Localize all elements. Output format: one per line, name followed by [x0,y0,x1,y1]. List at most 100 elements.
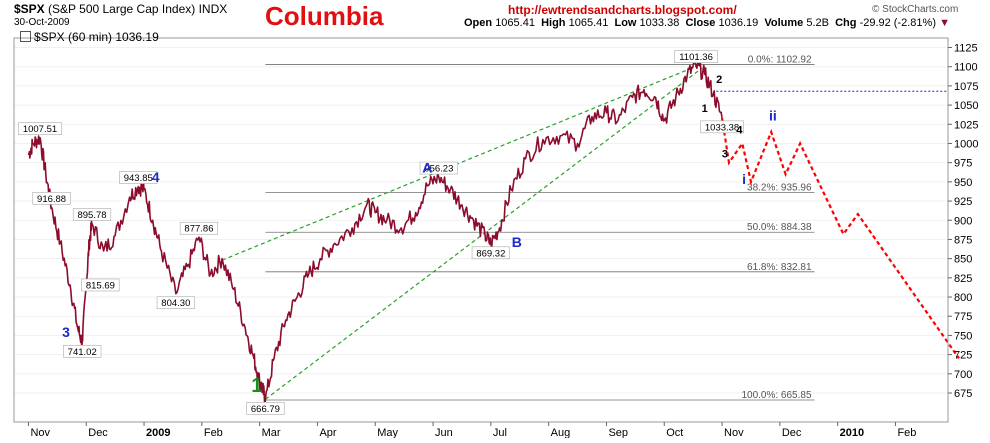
y-tick-label: 700 [954,369,972,381]
x-tick-label: Dec [782,427,802,438]
wave-label: 1 [702,103,708,115]
open-label: Open [464,17,493,29]
price-label: 895.78 [77,210,106,221]
forecast-path [720,117,960,360]
exchange: INDX [198,2,228,16]
label-layer: 1007.51 916.88 895.78 815.69 741.02 943.85 877… [18,50,777,415]
x-tick-label: Nov [30,427,50,438]
chg-down-icon: ▼ [939,17,950,29]
x-tick-label: Mar [262,427,281,438]
x-tick-label: 2010 [840,427,864,438]
price-label: 1101.36 [679,52,713,63]
ohlc-line: Open 1065.41 High 1065.41 Low 1033.38 Cl… [464,17,950,29]
y-tick-label: 900 [954,215,972,227]
price-label-box [119,171,158,184]
y-tick-label: 975 [954,158,972,170]
price-label: 943.85 [124,173,153,184]
blog-url[interactable]: http://ewtrendsandcharts.blogspot.com/ [508,3,737,17]
wave-label: 3 [722,148,728,160]
x-tick-label: Sep [608,427,628,438]
price-label-box [419,161,458,175]
price-label: 804.30 [161,298,190,309]
price-label-box [674,50,718,63]
fibonacci-layer: 0.0%: 1102.92 38.2%: 935.96 50.0%: 884.38 6… [265,54,948,401]
price-label-box [700,120,744,134]
y-tick-label: 1050 [954,100,978,112]
y-tick-label: 875 [954,234,972,246]
legend-icon [20,31,31,42]
x-tick-label: May [377,427,398,438]
chart-date: 30-Oct-2009 [14,17,70,28]
fib-level-label: 50.0%: 884.38 [747,222,812,233]
y-tick-label: 1125 [954,43,978,55]
high-label: High [541,17,566,29]
axis-layer: 675 700 725 750 775 800 825 850 875 900 925 950 975 1… [13,37,978,439]
x-tick-label: Nov [724,427,744,438]
price-label: 1007.51 [23,124,57,135]
price-label: 877.86 [184,224,213,235]
low-value: 1033.38 [639,17,680,29]
wave-label: 4 [736,124,743,136]
chart-title: Columbia [265,1,384,31]
price-label-box [81,278,120,292]
y-tick-label: 850 [954,254,972,266]
price-label-box [32,191,71,205]
trendline-layer [221,64,703,400]
ticker-symbol: $SPX [14,2,45,16]
wave-label: 2 [716,74,722,86]
y-tick-label: 1025 [954,119,978,131]
x-tick-label: 2009 [146,427,170,438]
stockcharts-brand[interactable]: © StockCharts.com [872,4,959,15]
wave-label: i [742,171,746,187]
plot-frame [13,37,949,423]
legend-text: $SPX (60 min) 1036.19 [34,30,159,44]
x-tick-label: Dec [88,427,108,438]
price-label-box [179,221,219,235]
y-tick-label: 750 [954,330,972,342]
price-label-box [246,402,285,415]
price-label: 869.32 [476,248,505,259]
chg-label: Chg [835,17,857,29]
fib-level-label: 61.8%: 832.81 [747,262,812,273]
wedge-trendline [265,67,703,400]
volume-label: Volume [764,17,804,29]
x-tick-label: Jul [493,427,507,438]
price-label: 666.79 [251,404,280,415]
y-tick-label: 925 [954,196,972,208]
y-tick-label: 1100 [954,62,978,74]
open-value: 1065.41 [495,17,535,29]
fib-level-label: 38.2%: 935.96 [747,183,812,194]
fib-level-label: 0.0%: 1102.92 [748,54,812,65]
wave-label: A [422,160,432,176]
wave-label: 1 [251,375,262,397]
x-tick-label: Aug [551,427,571,438]
fib-level-label: 100.0%: 665.85 [741,390,811,401]
x-tick-label: Feb [897,427,916,438]
price-label: 815.69 [86,280,115,291]
price-label-box [156,296,195,310]
y-tick-label: 1075 [954,81,978,93]
wave-label: 4 [152,169,160,185]
y-grid-layer [14,47,948,394]
price-label: 956.23 [424,164,453,175]
y-tick-label: 775 [954,311,972,323]
price-label-box [72,208,112,221]
price-label-box [63,345,102,358]
x-tick-label: Feb [204,427,223,438]
wedge-trendline [221,64,700,261]
close-label: Close [685,17,716,29]
price-label: 741.02 [68,347,97,358]
low-label: Low [614,17,637,29]
wave-label: 3 [62,324,70,340]
price-label: 916.88 [37,194,66,205]
price-series-line [27,59,723,406]
price-layer [27,59,960,406]
ticker-line: $SPX (S&P 500 Large Cap Index) INDX [14,2,227,16]
price-label: 1033.38 [705,122,739,133]
wave-label: B [512,234,522,250]
y-tick-label: 725 [954,350,972,362]
close-value: 1036.19 [718,17,759,29]
y-tick-label: 1000 [954,138,978,150]
